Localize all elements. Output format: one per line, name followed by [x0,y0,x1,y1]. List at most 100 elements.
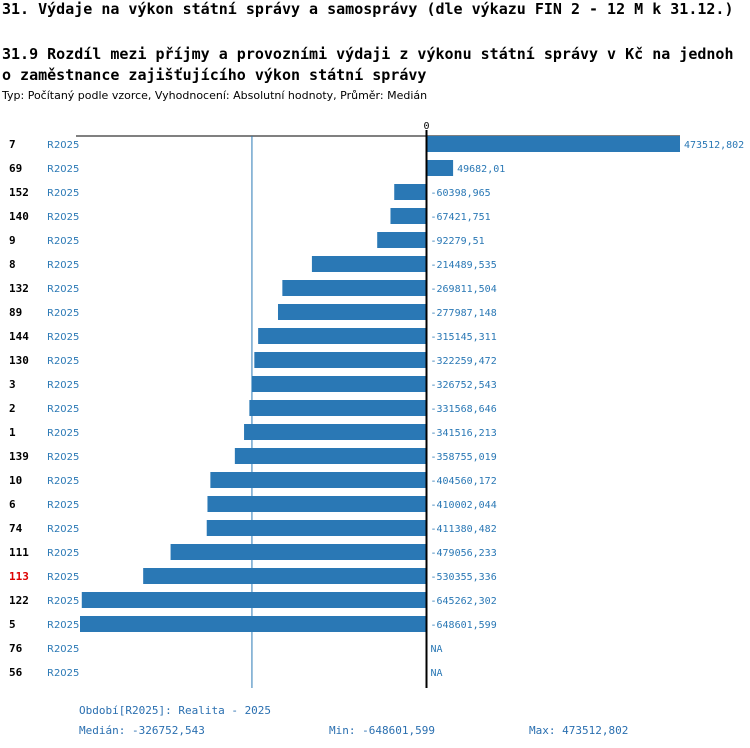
value-label: -269811,504 [431,284,497,295]
row-id-label: 144 [9,330,29,343]
row-id-label: 113 [9,570,29,583]
row-id-label: 56 [9,666,23,679]
value-label: -645262,302 [431,596,497,607]
bar [251,376,427,392]
bar [143,568,427,584]
value-label: -331568,646 [431,404,497,415]
value-label: -322259,472 [431,356,497,367]
series-label: R2025 [47,524,79,535]
bar [207,496,427,512]
bar [81,592,427,608]
bar [311,256,427,272]
series-label: R2025 [47,308,79,319]
row-id-label: 152 [9,186,29,199]
series-label: R2025 [47,356,79,367]
indicator-title-line2: o zaměstnance zajišťujícího výkon státní… [2,66,427,84]
row-id-label: 69 [9,162,22,175]
bar [206,520,427,536]
bar [170,544,427,560]
bar [394,184,427,200]
bar [80,616,427,632]
bar [282,280,427,296]
value-label: -214489,535 [431,260,497,271]
series-label: R2025 [47,212,79,223]
row-id-label: 74 [9,522,23,535]
series-label: R2025 [47,404,79,415]
series-label: R2025 [47,140,79,151]
row-id-label: 8 [9,258,16,271]
bar [234,448,427,464]
page-title: 31. Výdaje na výkon státní správy a samo… [2,0,734,18]
series-label: R2025 [47,380,79,391]
series-label: R2025 [47,236,79,247]
footer-max: Max: 473512,802 [529,724,629,737]
value-label: -479056,233 [431,548,497,559]
bar [258,328,427,344]
value-label: -341516,213 [431,428,497,439]
bar [249,400,427,416]
row-id-label: 6 [9,498,16,511]
value-label: -648601,599 [431,620,497,631]
bar [277,304,427,320]
row-id-label: 130 [9,354,29,367]
bar [210,472,427,488]
value-label: -92279,51 [431,236,485,247]
series-label: R2025 [47,620,79,631]
series-label: R2025 [47,476,79,487]
value-label: 49682,01 [457,164,505,175]
row-id-label: 2 [9,402,16,415]
value-label: -410002,044 [431,500,497,511]
value-label: -277987,148 [431,308,497,319]
row-id-label: 139 [9,450,29,463]
series-label: R2025 [47,644,79,655]
row-id-label: 1 [9,426,16,439]
row-id-label: 140 [9,210,29,223]
row-id-label: 7 [9,138,16,151]
value-label: -326752,543 [431,380,497,391]
value-label: NA [431,644,443,655]
value-label: 473512,802 [684,140,744,151]
bar [377,232,427,248]
row-id-label: 5 [9,618,16,631]
indicator-title-line1: 31.9 Rozdíl mezi příjmy a provozními výd… [2,45,734,63]
row-id-label: 9 [9,234,16,247]
row-id-label: 122 [9,594,29,607]
series-label: R2025 [47,452,79,463]
bar [390,208,427,224]
zero-tick-label: 0 [423,121,429,132]
value-label: NA [431,668,443,679]
series-label: R2025 [47,428,79,439]
row-id-label: 111 [9,546,29,559]
value-label: -60398,965 [431,188,491,199]
value-label: -358755,019 [431,452,497,463]
row-id-label: 76 [9,642,23,655]
chart-meta: Typ: Počítaný podle vzorce, Vyhodnocení:… [2,89,428,102]
row-id-label: 132 [9,282,29,295]
bar [426,160,454,176]
series-label: R2025 [47,260,79,271]
row-id-label: 10 [9,474,22,487]
series-label: R2025 [47,188,79,199]
bar [426,136,680,152]
footer-min: Min: -648601,599 [329,724,435,737]
footer-period: Období[R2025]: Realita - 2025 [79,704,272,717]
bar [244,424,427,440]
series-label: R2025 [47,164,79,175]
series-label: R2025 [47,332,79,343]
value-label: -404560,172 [431,476,497,487]
value-label: -530355,336 [431,572,497,583]
series-label: R2025 [47,284,79,295]
row-id-label: 89 [9,306,22,319]
value-label: -67421,751 [431,212,491,223]
series-label: R2025 [47,572,79,583]
value-label: -315145,311 [431,332,497,343]
footer-median: Medián: -326752,543 [79,724,205,737]
series-label: R2025 [47,548,79,559]
series-label: R2025 [47,668,79,679]
row-id-label: 3 [9,378,16,391]
bar [254,352,427,368]
indicator-title: 31.9 Rozdíl mezi příjmy a provozními výd… [2,44,734,86]
value-label: -411380,482 [431,524,497,535]
series-label: R2025 [47,596,79,607]
